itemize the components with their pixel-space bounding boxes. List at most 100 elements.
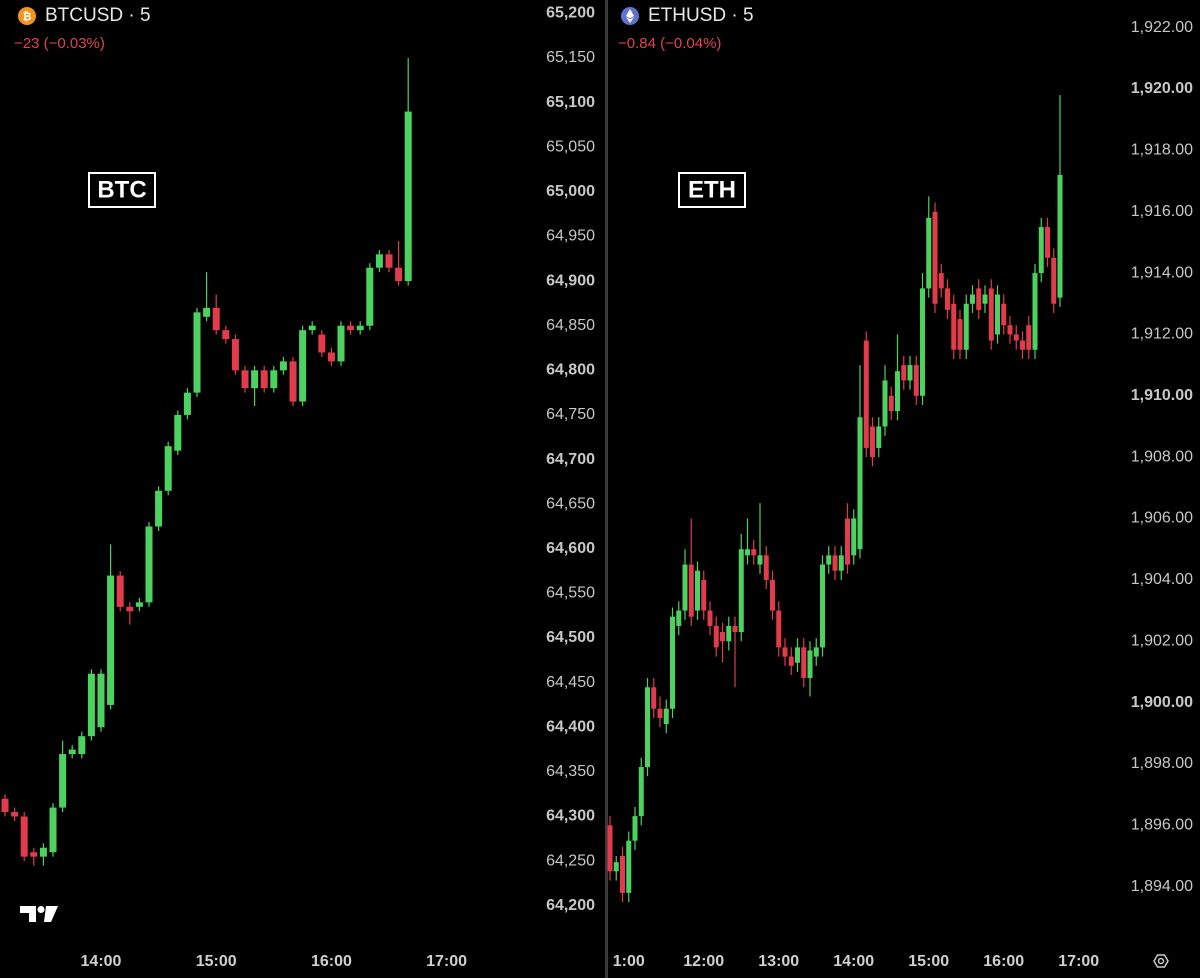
candle-body	[241, 370, 249, 389]
candle-body	[164, 446, 172, 491]
candle-body	[826, 555, 832, 565]
x-tick-label: 16:00	[983, 953, 1024, 970]
y-tick-label: 1,898.00	[1131, 755, 1193, 772]
x-tick-label: 15:00	[908, 953, 949, 970]
candle-body	[49, 807, 57, 853]
candle-body	[707, 610, 713, 626]
y-tick-label: 64,650	[546, 495, 595, 512]
y-tick-label: 64,450	[546, 674, 595, 691]
candle-body	[68, 749, 76, 755]
y-tick-label: 1,914.00	[1131, 264, 1193, 281]
candle-body	[763, 555, 769, 580]
candle-body	[632, 816, 638, 841]
candle-body	[882, 380, 888, 427]
chart-title: BTCUSD · 5	[45, 5, 151, 26]
y-tick-label: 64,600	[546, 540, 595, 557]
candle-body	[895, 371, 900, 412]
candle-body	[327, 352, 335, 362]
candle-body	[682, 564, 688, 611]
candle-body	[838, 555, 844, 571]
x-tick-label: 17:00	[1058, 953, 1099, 970]
candle-body	[1045, 227, 1050, 258]
y-tick-label: 1,900.00	[1131, 694, 1193, 711]
candle-body	[695, 570, 700, 611]
candle-body	[920, 288, 925, 396]
candle-body	[251, 370, 259, 389]
candle-body	[770, 579, 775, 611]
candle-body	[713, 625, 719, 648]
candle-body	[988, 288, 994, 341]
y-tick-label: 1,910.00	[1131, 387, 1193, 404]
candle-body	[807, 650, 813, 679]
y-tick-label: 1,896.00	[1131, 817, 1193, 834]
candle-body	[995, 294, 1000, 335]
y-tick-label: 1,920.00	[1131, 80, 1193, 97]
y-tick-label: 1,894.00	[1131, 878, 1193, 895]
y-tick-label: 65,000	[546, 183, 595, 200]
candle-body	[776, 610, 782, 648]
candle-body	[193, 312, 201, 393]
candle-body	[97, 673, 105, 728]
candle-body	[183, 392, 191, 415]
candle-body	[795, 647, 800, 663]
x-tick-label: 1:00	[613, 953, 645, 970]
candle-body	[801, 647, 807, 679]
y-tick-label: 65,200	[546, 5, 595, 22]
candle-body	[145, 526, 153, 603]
candle-body	[620, 856, 625, 893]
chart-subtitle: −23 (−0.03%)	[14, 35, 105, 52]
candle-body	[738, 549, 744, 633]
y-tick-label: 64,500	[546, 629, 595, 646]
candle-body	[39, 847, 47, 857]
annotation-box	[88, 172, 156, 208]
candle-body	[913, 365, 919, 396]
candle-body	[1013, 334, 1019, 341]
y-tick-label: 1,908.00	[1131, 448, 1193, 465]
y-tick-label: 1,922.00	[1131, 19, 1193, 36]
candle-body	[745, 549, 750, 556]
candle-body	[30, 852, 38, 857]
y-tick-label: 64,700	[546, 451, 595, 468]
y-tick-label: 64,850	[546, 317, 595, 334]
candle-body	[87, 673, 95, 737]
candle-body	[782, 647, 788, 657]
candle-body	[857, 417, 863, 550]
y-tick-label: 65,150	[546, 49, 595, 66]
candle-body	[299, 330, 307, 402]
candle-body	[751, 549, 757, 556]
candle-body	[366, 267, 374, 326]
y-tick-label: 64,250	[546, 852, 595, 869]
candle-body	[757, 555, 763, 565]
y-tick-label: 64,950	[546, 228, 595, 245]
candle-body	[832, 555, 838, 571]
candle-body	[356, 325, 364, 331]
candle-body	[135, 602, 143, 607]
candle-body	[337, 325, 345, 362]
candle-body	[820, 564, 825, 648]
settings-button[interactable]	[1153, 954, 1169, 968]
y-tick-label: 1,904.00	[1131, 571, 1193, 588]
candle-body	[651, 687, 657, 709]
candle-body	[688, 564, 694, 617]
candle-body	[279, 361, 287, 371]
candle-body	[720, 632, 725, 642]
candle-body	[174, 414, 182, 451]
candle-body	[222, 330, 230, 340]
candle-body	[788, 656, 794, 666]
candle-body	[308, 325, 316, 331]
candle-body	[726, 625, 732, 642]
candle-body	[863, 340, 869, 448]
y-tick-label: 64,350	[546, 763, 595, 780]
candle-body	[1026, 325, 1032, 350]
x-tick-label: 15:00	[196, 953, 237, 970]
candle-body	[907, 365, 913, 381]
candle-body	[395, 267, 403, 282]
candle-body	[732, 625, 738, 633]
y-tick-label: 65,050	[546, 138, 595, 155]
candle-body	[851, 518, 857, 556]
candle-body	[982, 294, 988, 304]
candle-body	[888, 395, 894, 412]
candle-body	[107, 575, 115, 705]
candle-body	[613, 862, 619, 872]
